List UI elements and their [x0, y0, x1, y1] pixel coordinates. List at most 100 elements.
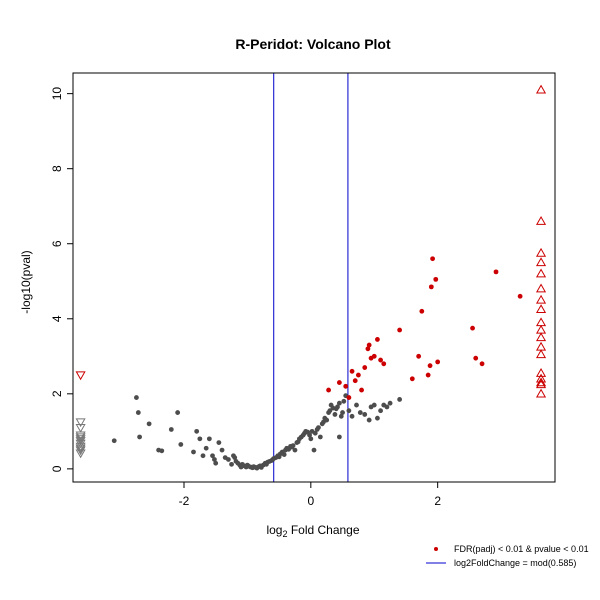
data-point	[146, 421, 152, 427]
data-point	[200, 453, 206, 459]
data-point	[311, 447, 317, 453]
data-point	[175, 410, 181, 415]
data-point	[387, 400, 393, 406]
data-point	[384, 404, 390, 410]
data-point-triangle	[535, 294, 547, 304]
y-tick-label: 0	[50, 465, 64, 472]
data-point	[435, 359, 441, 365]
data-point	[355, 372, 361, 378]
data-point	[336, 400, 342, 406]
data-point-triangle	[75, 435, 86, 445]
data-point-triangle	[535, 84, 547, 94]
data-point	[349, 413, 355, 419]
data-point	[365, 346, 371, 352]
data-point	[366, 417, 372, 423]
data-point-triangle	[535, 317, 547, 327]
data-point	[307, 432, 312, 438]
data-point	[327, 408, 333, 414]
data-point	[212, 457, 217, 462]
data-point	[194, 428, 200, 434]
data-point	[419, 308, 425, 314]
data-point-triangle	[75, 444, 86, 454]
data-point-triangle	[535, 268, 547, 278]
data-point	[493, 269, 499, 275]
data-point-triangle	[75, 449, 86, 459]
data-point	[316, 425, 321, 430]
data-point	[137, 434, 142, 440]
data-point-triangle	[535, 304, 547, 314]
data-point	[229, 461, 234, 467]
data-point	[335, 404, 340, 410]
data-point	[206, 436, 212, 442]
data-point	[134, 395, 139, 400]
data-point	[281, 452, 287, 458]
legend-dot-symbol	[434, 547, 438, 551]
data-point-triangle	[535, 377, 547, 387]
data-point	[427, 363, 433, 369]
data-point	[375, 415, 380, 421]
data-point	[324, 417, 330, 423]
y-tick-label: 10	[50, 87, 64, 101]
x-axis-label-base: log	[266, 523, 282, 537]
data-point	[168, 427, 174, 432]
data-point-triangle	[535, 247, 547, 257]
data-point-triangle	[535, 379, 547, 389]
data-point	[341, 398, 347, 404]
data-point	[340, 410, 345, 415]
data-point	[433, 276, 439, 282]
data-point	[317, 434, 323, 440]
x-tick-label: -2	[179, 494, 190, 508]
data-point	[366, 342, 372, 348]
data-point-triangle	[75, 439, 86, 449]
data-point	[517, 293, 523, 299]
y-tick-label: 2	[50, 390, 64, 397]
x-tick-label: 0	[307, 494, 314, 508]
data-point-triangle	[75, 371, 86, 381]
x-axis-label-rest: Fold Change	[287, 523, 359, 537]
data-point	[343, 383, 349, 389]
data-point	[346, 408, 352, 414]
data-point-triangle	[75, 423, 86, 433]
data-point-triangle	[75, 418, 86, 428]
y-tick-label: 6	[50, 240, 64, 247]
y-tick-label: 8	[50, 165, 64, 172]
data-point	[219, 447, 225, 453]
data-point	[197, 436, 203, 442]
data-point	[338, 413, 344, 419]
data-point-triangle	[75, 437, 86, 446]
data-point	[346, 395, 352, 400]
x-tick-label: 2	[434, 494, 441, 508]
data-point	[336, 434, 342, 440]
data-point	[352, 378, 358, 384]
data-point	[332, 412, 338, 417]
y-tick-label: 4	[50, 315, 64, 322]
data-point	[312, 430, 318, 436]
data-point-triangle	[535, 373, 547, 383]
x-axis-label: log2 Fold Change	[266, 523, 359, 539]
data-point	[336, 380, 342, 385]
data-point	[397, 397, 403, 402]
data-point	[326, 387, 331, 393]
data-point	[203, 445, 209, 451]
data-point	[359, 387, 364, 393]
data-point	[213, 460, 219, 466]
data-point	[473, 355, 479, 361]
data-point-triangle	[535, 216, 547, 225]
data-point	[354, 402, 359, 408]
chart-title: R-Peridot: Volcano Plot	[235, 36, 391, 52]
legend-label: FDR(padj) < 0.01 & pvalue < 0.01	[454, 544, 589, 554]
data-point	[371, 353, 377, 359]
data-point	[362, 412, 368, 417]
data-point	[357, 410, 363, 415]
data-point	[371, 402, 377, 408]
data-point-triangle	[535, 257, 547, 267]
data-point	[428, 284, 434, 290]
data-point-triangle	[535, 349, 547, 359]
data-point	[416, 353, 422, 359]
legend: FDR(padj) < 0.01 & pvalue < 0.01 log2Fold…	[426, 544, 589, 568]
data-point	[111, 438, 117, 444]
data-point-triangle	[75, 446, 86, 456]
data-point	[159, 448, 165, 454]
data-point-triangle	[535, 332, 547, 342]
